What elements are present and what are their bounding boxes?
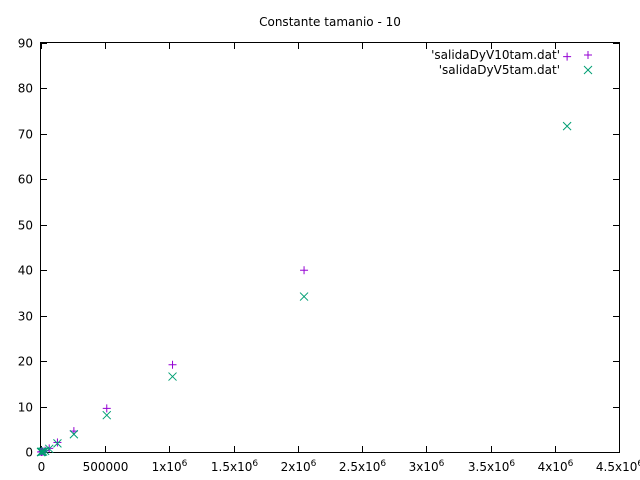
legend-marker [584, 51, 592, 59]
x-tick-label: 3x106 [409, 459, 445, 474]
cross-stroke [53, 439, 62, 448]
plus-point [300, 266, 309, 275]
y-tick-label: 80 [18, 82, 33, 96]
cross-point [37, 447, 47, 457]
plot-frame [40, 42, 620, 453]
cross-point [44, 444, 54, 454]
cross-stroke [583, 65, 593, 75]
plus-point [168, 360, 177, 369]
y-tick-label: 90 [18, 37, 33, 51]
y-tick-label: 60 [18, 173, 33, 187]
y-tick-label: 0 [25, 446, 33, 460]
x-tick-label: 1.5x106 [211, 459, 258, 474]
x-tick-label: 3.5x106 [468, 459, 515, 474]
y-tick-label: 70 [18, 128, 33, 142]
data-points [36, 52, 572, 457]
x-tick-label: 4.5x106 [596, 459, 640, 474]
cross-stroke [102, 410, 112, 420]
cross-point [69, 429, 79, 439]
plus-point [102, 404, 111, 413]
legend: 'salidaDyV10tam.dat''salidaDyV5tam.dat' [431, 48, 593, 77]
legend-marker [583, 65, 593, 75]
x-tick-label: 2x106 [281, 459, 317, 474]
cross-stroke [44, 444, 54, 454]
cross-point [38, 447, 48, 456]
y-tick-label: 30 [18, 310, 33, 324]
x-tick-label: 500000 [83, 460, 129, 474]
cross-stroke [168, 372, 177, 381]
axis-ticks: 0 10 20 30 40 50 60 70 80 90 0 500000 1x106 1.5x106 2x… [18, 37, 640, 475]
x-tick-label: 0 [38, 460, 46, 474]
chart-title: Constante tamanio - 10 [259, 15, 401, 29]
cross-point [40, 446, 50, 456]
cross-stroke [69, 429, 79, 439]
y-tick-label: 20 [18, 355, 33, 369]
y-tick-label: 50 [18, 219, 33, 233]
cross-point [299, 292, 309, 301]
y-tick-label: 40 [18, 264, 33, 278]
legend-label: 'salidaDyV5tam.dat' [439, 63, 560, 77]
cross-stroke [562, 121, 572, 131]
y-tick-label: 10 [18, 401, 33, 415]
cross-point [168, 372, 177, 381]
x-tick-label: 1x106 [152, 459, 188, 474]
x-tick-label: 2.5x106 [339, 459, 386, 474]
cross-stroke [38, 447, 48, 456]
cross-stroke [37, 447, 47, 457]
cross-stroke [40, 446, 50, 456]
cross-point [53, 439, 62, 448]
cross-point [562, 121, 572, 131]
cross-point [102, 410, 112, 420]
x-tick-label: 4x106 [538, 459, 574, 474]
legend-label: 'salidaDyV10tam.dat' [431, 48, 560, 62]
plus-point [563, 52, 572, 61]
plus-point [53, 438, 62, 447]
cross-stroke [299, 292, 309, 301]
